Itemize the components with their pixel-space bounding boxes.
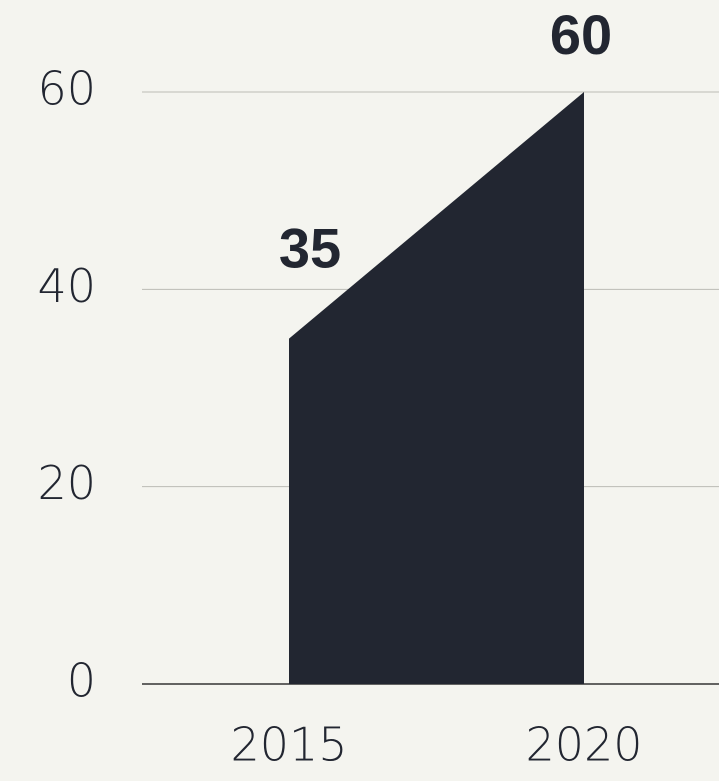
x-tick-label: 2015 bbox=[230, 718, 347, 772]
x-tick-label: 2020 bbox=[525, 718, 642, 772]
y-tick-label: 40 bbox=[37, 259, 96, 313]
y-tick-label: 60 bbox=[37, 62, 96, 116]
y-tick-label: 20 bbox=[37, 456, 96, 510]
y-tick-label: 0 bbox=[67, 654, 96, 708]
value-label: 60 bbox=[550, 3, 612, 66]
value-label: 35 bbox=[279, 216, 341, 279]
area bbox=[289, 92, 584, 684]
